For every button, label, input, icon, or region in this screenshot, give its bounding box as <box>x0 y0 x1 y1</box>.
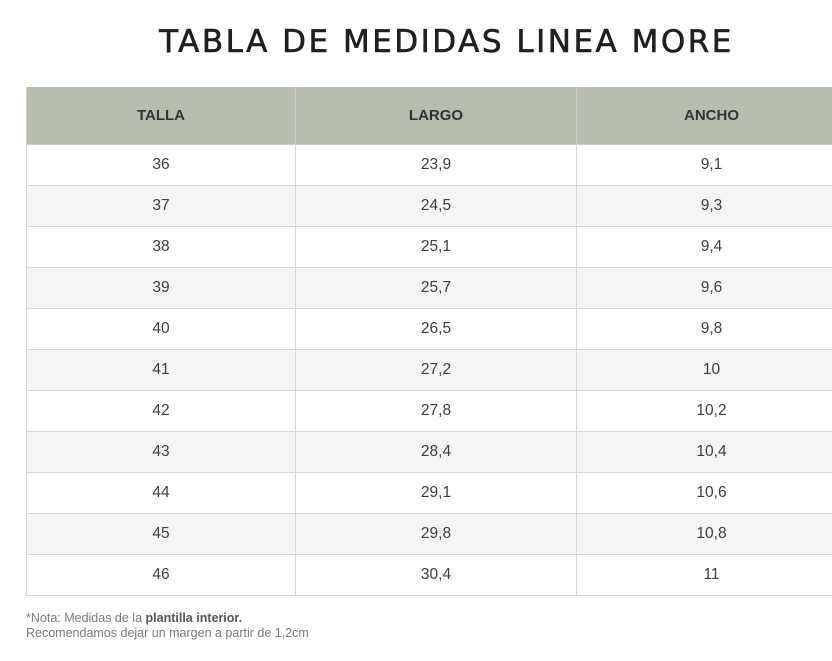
cell-ancho: 10 <box>576 349 832 391</box>
table-row: 40 26,5 9,8 <box>26 308 832 350</box>
cell-talla: 41 <box>26 349 296 391</box>
footnote-line-2: Recomendamos dejar un margen a partir de… <box>26 626 309 640</box>
cell-largo: 28,4 <box>295 431 577 473</box>
cell-ancho: 9,8 <box>576 308 832 350</box>
size-table: TALLA LARGO ANCHO 36 23,9 9,1 37 24,5 9,3 38 25… <box>26 87 832 596</box>
table-body: 36 23,9 9,1 37 24,5 9,3 38 25,1 9,4 39 25,7 9,6 40 26… <box>26 144 832 596</box>
table-row: 42 27,8 10,2 <box>26 390 832 432</box>
cell-talla: 43 <box>26 431 296 473</box>
cell-largo: 29,8 <box>295 513 577 555</box>
table-row: 39 25,7 9,6 <box>26 267 832 309</box>
table-row: 37 24,5 9,3 <box>26 185 832 227</box>
table-row: 46 30,4 11 <box>26 554 832 596</box>
table-header-row: TALLA LARGO ANCHO <box>26 87 832 145</box>
cell-largo: 30,4 <box>295 554 577 596</box>
cell-largo: 27,8 <box>295 390 577 432</box>
cell-ancho: 9,1 <box>576 144 832 186</box>
cell-ancho: 9,3 <box>576 185 832 227</box>
cell-largo: 29,1 <box>295 472 577 514</box>
header-talla: TALLA <box>26 87 296 145</box>
table-row: 38 25,1 9,4 <box>26 226 832 268</box>
cell-ancho: 10,2 <box>576 390 832 432</box>
footnote: *Nota: Medidas de la plantilla interior.… <box>26 611 309 641</box>
header-ancho: ANCHO <box>576 87 832 145</box>
cell-largo: 27,2 <box>295 349 577 391</box>
cell-talla: 39 <box>26 267 296 309</box>
cell-ancho: 10,6 <box>576 472 832 514</box>
cell-talla: 46 <box>26 554 296 596</box>
cell-ancho: 9,6 <box>576 267 832 309</box>
footnote-emphasis: plantilla interior. <box>145 611 243 625</box>
cell-talla: 40 <box>26 308 296 350</box>
cell-largo: 24,5 <box>295 185 577 227</box>
footnote-prefix: *Nota: Medidas de la <box>26 611 146 625</box>
cell-largo: 26,5 <box>295 308 577 350</box>
table-row: 36 23,9 9,1 <box>26 144 832 186</box>
cell-ancho: 10,4 <box>576 431 832 473</box>
cell-largo: 25,1 <box>295 226 577 268</box>
footnote-line-1: *Nota: Medidas de la plantilla interior. <box>26 611 309 626</box>
cell-talla: 36 <box>26 144 296 186</box>
table-row: 45 29,8 10,8 <box>26 513 832 555</box>
cell-largo: 23,9 <box>295 144 577 186</box>
size-table-container: TALLA LARGO ANCHO 36 23,9 9,1 37 24,5 9,3 38 25… <box>26 87 832 596</box>
page-title: TABLA DE MEDIDAS LINEA MORE <box>159 24 734 61</box>
cell-ancho: 11 <box>576 554 832 596</box>
cell-ancho: 9,4 <box>576 226 832 268</box>
table-row: 41 27,2 10 <box>26 349 832 391</box>
cell-talla: 44 <box>26 472 296 514</box>
table-row: 44 29,1 10,6 <box>26 472 832 514</box>
table-row: 43 28,4 10,4 <box>26 431 832 473</box>
cell-largo: 25,7 <box>295 267 577 309</box>
cell-talla: 45 <box>26 513 296 555</box>
cell-talla: 42 <box>26 390 296 432</box>
header-largo: LARGO <box>295 87 577 145</box>
cell-talla: 38 <box>26 226 296 268</box>
cell-ancho: 10,8 <box>576 513 832 555</box>
cell-talla: 37 <box>26 185 296 227</box>
